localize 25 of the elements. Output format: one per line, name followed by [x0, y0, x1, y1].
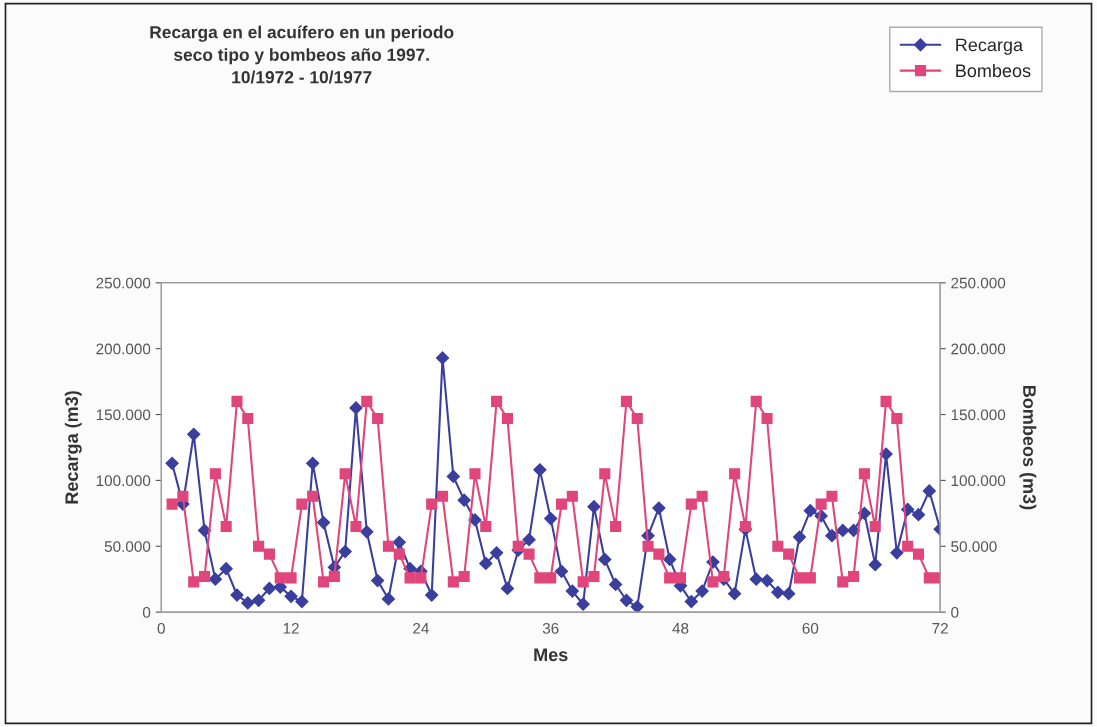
- x-tick-label: 72: [932, 622, 948, 634]
- y-tick-label: 200.000: [96, 343, 151, 355]
- x-tick-label: 12: [283, 622, 299, 634]
- y2-tick-label: 0: [951, 607, 959, 618]
- y2-tick-label: 250.000: [951, 277, 1006, 289]
- y2-tick-label: 200.000: [951, 343, 1006, 355]
- y-tick-label: 100.000: [96, 475, 151, 487]
- y2-tick-label: 100.000: [951, 475, 1006, 487]
- x-tick-label: 24: [413, 622, 429, 634]
- y-axis-title: Recarga (m3): [64, 391, 82, 504]
- chart-title: Recarga en el acuífero en un periodo seco tipo y bombeos año 1997. 10/1972 - 10/1977: [150, 25, 454, 84]
- x-tick-label: 36: [542, 622, 559, 634]
- x-tick-label: 0: [157, 622, 165, 634]
- y-tick-label: 250.000: [96, 277, 151, 289]
- y-tick-label: 0: [142, 607, 151, 618]
- x-axis-title: Mes: [534, 648, 568, 662]
- y-tick-label: 50.000: [104, 541, 151, 552]
- legend-label: Recarga: [956, 38, 1024, 55]
- y2-tick-label: 50.000: [951, 541, 997, 552]
- x-tick-label: 60: [802, 622, 819, 634]
- legend-label: Bombeos: [956, 63, 1031, 78]
- y-tick-label: 150.000: [96, 409, 151, 421]
- y2-axis-title: Bombeos (m3): [1019, 385, 1037, 510]
- x-tick-label: 48: [672, 622, 689, 634]
- y2-tick-label: 150.000: [951, 409, 1006, 421]
